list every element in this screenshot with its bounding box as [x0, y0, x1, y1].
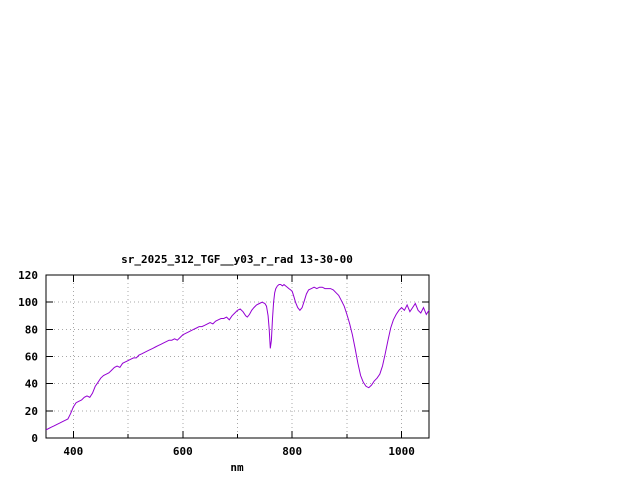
y-tick-label: 60 — [25, 351, 38, 364]
y-tick-label: 100 — [18, 296, 38, 309]
y-tick-label: 40 — [25, 378, 38, 391]
tick-labels: 400 600 800 1000 0 20 40 60 80 100 120 — [18, 269, 415, 458]
y-tick-label: 0 — [31, 432, 38, 445]
x-tick-label: 1000 — [388, 445, 415, 458]
x-tick-label: 400 — [63, 445, 83, 458]
series-line — [45, 283, 430, 431]
tick-layer — [46, 274, 429, 439]
x-axis-label: nm — [230, 461, 244, 474]
y-tick-label: 20 — [25, 405, 38, 418]
chart-title: sr_2025_312_TGF__y03_r_rad 13-30-00 — [121, 253, 353, 266]
y-tick-label: 120 — [18, 269, 38, 282]
y-tick-label: 80 — [25, 323, 38, 336]
grid-layer — [46, 275, 429, 438]
x-tick-label: 600 — [173, 445, 193, 458]
series-layer — [45, 283, 430, 431]
x-tick-label: 800 — [282, 445, 302, 458]
